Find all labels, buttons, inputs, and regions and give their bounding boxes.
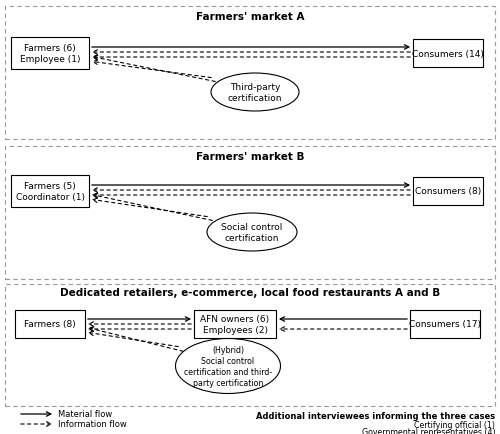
Text: Information flow: Information flow: [58, 420, 127, 428]
Bar: [5, 7, 495, 140]
Ellipse shape: [211, 74, 299, 112]
Text: Additional interviewees informing the three cases: Additional interviewees informing the th…: [256, 411, 495, 420]
Text: Farmers' market B: Farmers' market B: [196, 151, 304, 161]
Bar: [15, 310, 85, 338]
Text: Certifying official (1): Certifying official (1): [414, 420, 495, 429]
Bar: [413, 40, 483, 68]
Bar: [410, 310, 480, 338]
Ellipse shape: [207, 214, 297, 251]
Bar: [5, 284, 495, 406]
Text: Material flow: Material flow: [58, 410, 112, 418]
Text: Consumers (17): Consumers (17): [409, 320, 481, 329]
Bar: [413, 178, 483, 206]
Text: Farmers (5)
Coordinator (1): Farmers (5) Coordinator (1): [16, 181, 84, 201]
Text: (Hybrid)
Social control
certification and third-
party certification: (Hybrid) Social control certification an…: [184, 345, 272, 387]
Ellipse shape: [176, 339, 281, 394]
Text: Consumers (8): Consumers (8): [415, 187, 481, 196]
Text: Farmers (6)
Employee (1): Farmers (6) Employee (1): [20, 44, 80, 64]
Text: Dedicated retailers, e-commerce, local food restaurants A and B: Dedicated retailers, e-commerce, local f…: [60, 287, 440, 297]
Bar: [5, 147, 495, 279]
Text: Social control
certification: Social control certification: [222, 223, 282, 243]
Text: Farmers' market A: Farmers' market A: [196, 12, 304, 22]
Bar: [11, 176, 89, 207]
Text: Consumers (14): Consumers (14): [412, 49, 484, 58]
Bar: [194, 310, 276, 338]
Text: AFN owners (6)
Employees (2): AFN owners (6) Employees (2): [200, 314, 270, 334]
Text: Governmental representatives (4): Governmental representatives (4): [362, 427, 495, 434]
Text: Farmers (8): Farmers (8): [24, 320, 76, 329]
Bar: [11, 38, 89, 70]
Text: Third-party
certification: Third-party certification: [228, 83, 282, 103]
